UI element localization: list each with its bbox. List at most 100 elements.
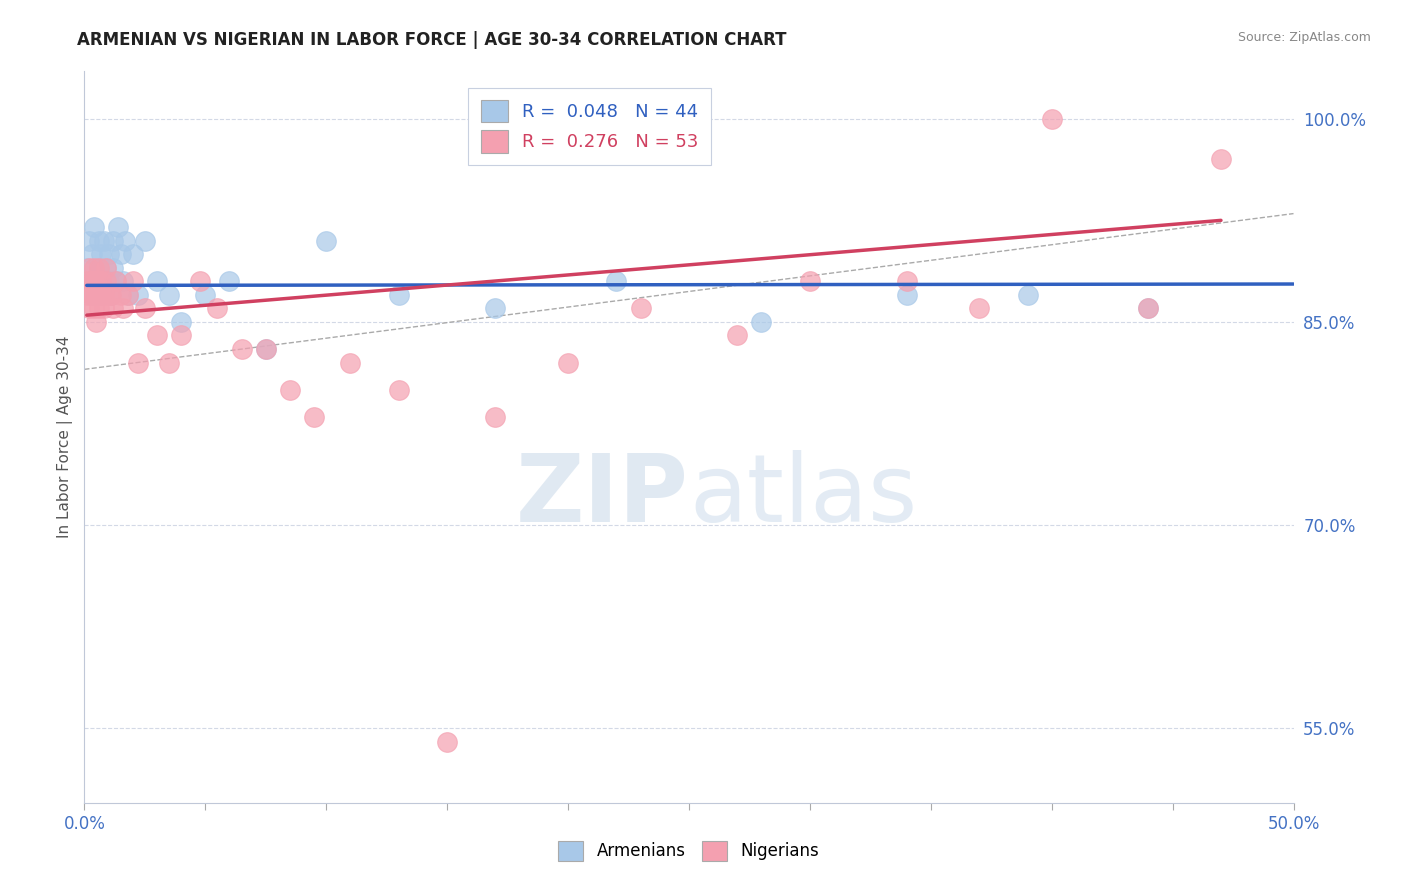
- Point: [117, 288, 139, 302]
- Point: [77, 301, 100, 316]
- Point: [94, 274, 117, 288]
- Point: [170, 328, 193, 343]
- Point: [93, 301, 115, 316]
- Point: [117, 288, 139, 302]
- Point: [90, 247, 112, 261]
- Text: atlas: atlas: [689, 450, 917, 541]
- Point: [134, 301, 156, 316]
- Point: [94, 260, 117, 275]
- Text: Source: ZipAtlas.com: Source: ZipAtlas.com: [1237, 31, 1371, 45]
- Point: [80, 274, 103, 288]
- Point: [605, 274, 627, 288]
- Point: [207, 301, 229, 316]
- Point: [100, 288, 122, 302]
- Point: [86, 315, 108, 329]
- Point: [83, 274, 105, 288]
- Point: [110, 288, 132, 302]
- Point: [83, 274, 105, 288]
- Point: [896, 274, 918, 288]
- Point: [134, 234, 156, 248]
- Point: [127, 355, 149, 369]
- Point: [110, 247, 132, 261]
- Point: [630, 301, 652, 316]
- Point: [484, 409, 506, 424]
- Point: [103, 260, 125, 275]
- Point: [114, 234, 136, 248]
- Legend: Armenians, Nigerians: Armenians, Nigerians: [551, 834, 827, 868]
- Point: [1137, 301, 1160, 316]
- Point: [80, 288, 103, 302]
- Point: [87, 260, 110, 275]
- Y-axis label: In Labor Force | Age 30-34: In Labor Force | Age 30-34: [58, 335, 73, 539]
- Point: [127, 288, 149, 302]
- Point: [557, 355, 579, 369]
- Point: [80, 288, 103, 302]
- Point: [112, 301, 135, 316]
- Point: [104, 274, 127, 288]
- Point: [170, 315, 193, 329]
- Point: [339, 355, 361, 369]
- Point: [146, 328, 169, 343]
- Point: [254, 342, 277, 356]
- Point: [77, 234, 100, 248]
- Point: [1137, 301, 1160, 316]
- Point: [157, 355, 180, 369]
- Point: [388, 288, 411, 302]
- Point: [436, 735, 458, 749]
- Point: [83, 301, 105, 316]
- Text: ARMENIAN VS NIGERIAN IN LABOR FORCE | AGE 30-34 CORRELATION CHART: ARMENIAN VS NIGERIAN IN LABOR FORCE | AG…: [77, 31, 787, 49]
- Point: [80, 288, 103, 302]
- Point: [107, 220, 129, 235]
- Point: [80, 247, 103, 261]
- Point: [83, 260, 105, 275]
- Point: [231, 342, 253, 356]
- Point: [76, 260, 98, 275]
- Point: [104, 274, 127, 288]
- Point: [967, 301, 990, 316]
- Point: [799, 274, 821, 288]
- Point: [93, 234, 115, 248]
- Point: [157, 288, 180, 302]
- Point: [725, 328, 748, 343]
- Point: [100, 288, 122, 302]
- Point: [302, 409, 325, 424]
- Point: [194, 288, 217, 302]
- Point: [93, 288, 115, 302]
- Point: [1017, 288, 1039, 302]
- Point: [121, 247, 143, 261]
- Point: [83, 220, 105, 235]
- Point: [77, 274, 100, 288]
- Point: [218, 274, 240, 288]
- Point: [121, 274, 143, 288]
- Point: [103, 301, 125, 316]
- Point: [315, 234, 337, 248]
- Point: [86, 288, 108, 302]
- Point: [94, 274, 117, 288]
- Point: [86, 274, 108, 288]
- Point: [484, 301, 506, 316]
- Point: [388, 383, 411, 397]
- Point: [278, 383, 301, 397]
- Point: [1040, 112, 1063, 126]
- Point: [94, 260, 117, 275]
- Point: [77, 260, 100, 275]
- Point: [86, 288, 108, 302]
- Point: [97, 274, 120, 288]
- Point: [90, 288, 112, 302]
- Point: [97, 247, 120, 261]
- Point: [86, 274, 108, 288]
- Point: [76, 274, 98, 288]
- Text: ZIP: ZIP: [516, 450, 689, 541]
- Point: [112, 274, 135, 288]
- Point: [87, 260, 110, 275]
- Point: [90, 288, 112, 302]
- Point: [751, 315, 773, 329]
- Point: [254, 342, 277, 356]
- Point: [76, 288, 98, 302]
- Point: [896, 288, 918, 302]
- Point: [90, 274, 112, 288]
- Point: [190, 274, 212, 288]
- Point: [97, 288, 120, 302]
- Point: [146, 274, 169, 288]
- Point: [87, 301, 110, 316]
